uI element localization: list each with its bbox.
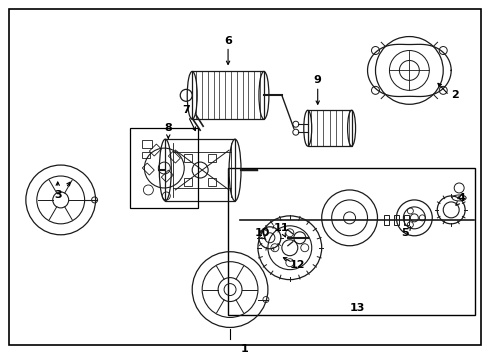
- Text: 8: 8: [165, 123, 172, 133]
- Bar: [165, 139, 235, 201]
- Bar: [394, 215, 399, 225]
- Text: 2: 2: [451, 90, 459, 100]
- Bar: [143, 140, 152, 148]
- Bar: [142, 163, 154, 175]
- Bar: [143, 152, 150, 158]
- Bar: [130, 128, 198, 208]
- Text: 9: 9: [314, 75, 321, 85]
- Text: 3: 3: [54, 190, 62, 200]
- Bar: [161, 170, 173, 182]
- Text: 5: 5: [402, 228, 409, 238]
- Bar: [385, 215, 390, 225]
- Bar: [169, 151, 180, 163]
- Text: 13: 13: [350, 302, 365, 312]
- Bar: [192, 71, 264, 119]
- Bar: [184, 154, 192, 162]
- Bar: [208, 178, 216, 186]
- Bar: [308, 110, 352, 146]
- Bar: [208, 154, 216, 162]
- Text: 11: 11: [274, 223, 290, 233]
- Bar: [184, 178, 192, 186]
- Bar: [149, 144, 161, 156]
- Text: 12: 12: [290, 260, 306, 270]
- Text: 4: 4: [457, 193, 465, 203]
- Text: 6: 6: [224, 36, 232, 46]
- Text: 1: 1: [241, 345, 249, 354]
- Text: 10: 10: [254, 228, 270, 238]
- Bar: [404, 215, 409, 225]
- Bar: [228, 168, 475, 315]
- Text: 7: 7: [182, 105, 190, 115]
